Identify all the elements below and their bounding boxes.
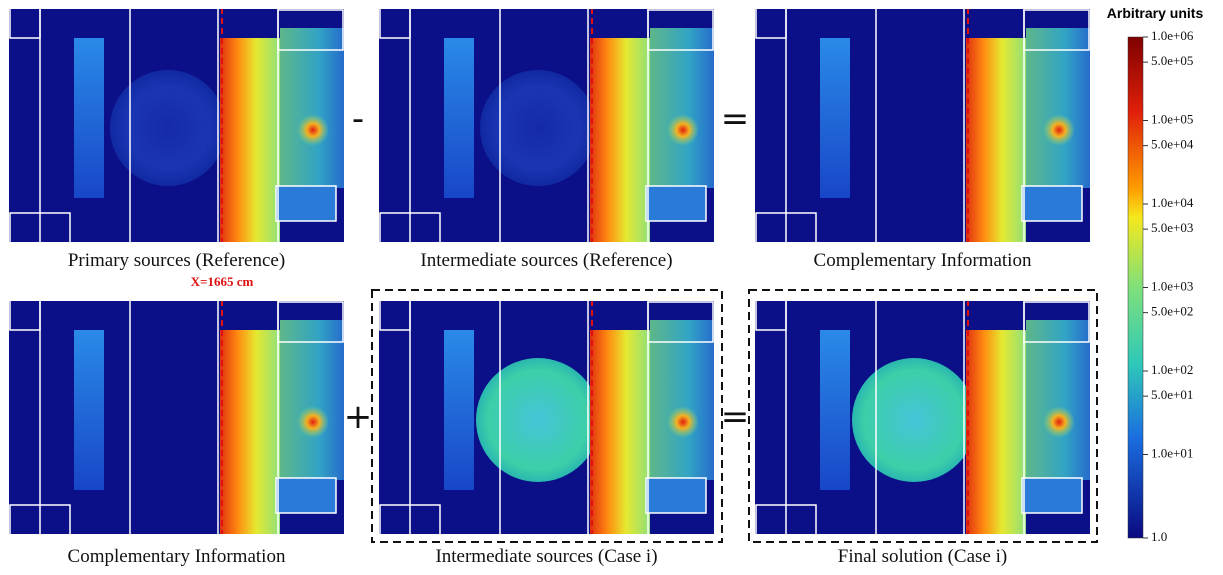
hot-zone xyxy=(220,330,280,535)
hot-zone xyxy=(220,38,280,243)
colorbar-tick-label: 1.0 xyxy=(1151,529,1167,544)
heatmap-panel xyxy=(753,299,1092,536)
heatmap-panel xyxy=(7,299,346,536)
warm-zone xyxy=(280,320,345,480)
highlight-box xyxy=(748,289,1098,543)
panel-caption: Final solution (Case i) xyxy=(838,546,1007,567)
panel-caption: Complementary Information xyxy=(68,546,286,567)
warm-zone xyxy=(650,28,715,188)
room xyxy=(275,477,337,514)
warm-zone xyxy=(650,320,715,480)
colorbar-tick-label: 5.0e+02 xyxy=(1151,304,1193,319)
warm-zone xyxy=(1026,320,1091,480)
hot-spot xyxy=(1043,114,1075,146)
frame xyxy=(7,299,346,536)
hot-zone xyxy=(590,330,650,535)
corridor xyxy=(74,38,104,198)
corridor xyxy=(820,38,850,198)
room xyxy=(275,185,337,222)
operator: = xyxy=(721,99,750,139)
corridor xyxy=(444,330,474,490)
colorbar-tick-label: 5.0e+04 xyxy=(1151,137,1194,152)
frame xyxy=(753,7,1092,244)
operator: + xyxy=(344,397,373,437)
operator: = xyxy=(721,397,750,437)
colorbar-tick-label: 1.0e+06 xyxy=(1151,28,1194,43)
room xyxy=(1021,185,1083,222)
panel-caption: Intermediate sources (Case i) xyxy=(435,546,657,567)
room xyxy=(1021,477,1083,514)
colorbar-tick-label: 1.0e+05 xyxy=(1151,111,1193,126)
warm-zone xyxy=(1026,28,1091,188)
panel-caption: Intermediate sources (Reference) xyxy=(420,250,672,271)
frame xyxy=(7,7,346,244)
colorbar xyxy=(1127,36,1144,539)
heatmap-panel xyxy=(377,7,716,244)
colorbar-tick-label: 5.0e+01 xyxy=(1151,387,1193,402)
room xyxy=(645,477,707,514)
colorbar-tick-label: 5.0e+03 xyxy=(1151,220,1193,235)
source-disk xyxy=(480,70,596,186)
colorbar-tick-label: 1.0e+03 xyxy=(1151,278,1193,293)
panel-caption: Primary sources (Reference) xyxy=(68,250,285,271)
frame xyxy=(377,7,716,244)
colorbar-title: Arbitrary units xyxy=(1107,5,1204,21)
source-disk xyxy=(476,358,600,482)
source-disk xyxy=(852,358,976,482)
hot-spot xyxy=(667,114,699,146)
warm-zone xyxy=(280,28,345,188)
heatmap-panel xyxy=(753,7,1092,244)
room xyxy=(645,185,707,222)
panel-caption: Complementary Information xyxy=(814,250,1032,271)
corridor xyxy=(74,330,104,490)
hot-zone xyxy=(966,330,1026,535)
hot-zone xyxy=(590,38,650,243)
corridor xyxy=(444,38,474,198)
highlight-box xyxy=(371,289,723,543)
source-disk xyxy=(110,70,226,186)
colorbar-tick-label: 1.0e+02 xyxy=(1151,362,1193,377)
frame xyxy=(377,299,716,536)
frame xyxy=(753,299,1092,536)
corridor xyxy=(820,330,850,490)
hot-spot xyxy=(297,406,329,438)
colorbar-tick-label: 1.0e+04 xyxy=(1151,195,1194,210)
hot-spot xyxy=(297,114,329,146)
heatmap-panel xyxy=(377,299,716,536)
operator: - xyxy=(352,99,364,139)
colorbar-tick-label: 5.0e+05 xyxy=(1151,53,1193,68)
annotation: X=1665 cm xyxy=(191,274,254,289)
colorbar-tick-label: 1.0e+01 xyxy=(1151,445,1193,460)
heatmap-panel xyxy=(7,7,346,244)
hot-spot xyxy=(667,406,699,438)
hot-spot xyxy=(1043,406,1075,438)
hot-zone xyxy=(966,38,1026,243)
